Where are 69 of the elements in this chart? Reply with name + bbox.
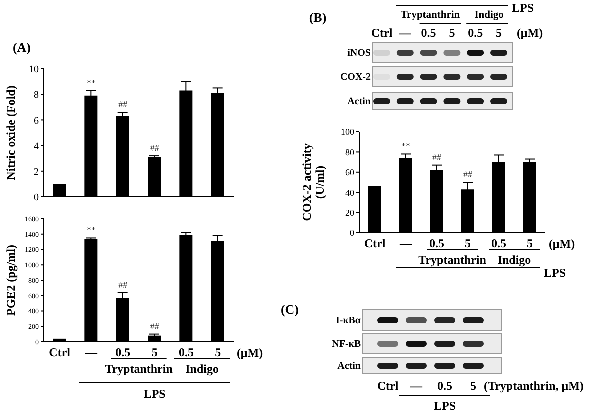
category-label: COX-2 [340,72,371,82]
x-tick-label: 0.5 [179,346,194,360]
x-tick-label: 5 [152,346,158,360]
y-tick-label: 60 [346,168,355,178]
chart-title: (A) [12,40,32,54]
category-label: I-κBα [336,315,361,326]
text: Tryptanthrin [400,10,460,20]
x-tick-label: 0.5 [492,236,506,251]
y-tick-label: 4 [34,141,39,152]
category-label: — [398,26,412,40]
text: (C) [280,302,300,316]
y-tick-label: 8 [34,90,39,102]
text: Tryptanthrin [105,362,174,376]
y-tick-label: 6 [34,116,39,127]
text: Indigo [186,362,220,376]
category-label: 5 [470,379,476,393]
text: (Tryptanthrin, μM) [484,379,584,393]
category-label: NF-κB [332,338,361,350]
text: Tryptanthrin [418,253,487,267]
annotation: ## [432,152,442,162]
text: LPS [544,266,566,280]
text: LPS [512,1,534,15]
text: LPS [434,399,456,413]
category-label: Ctrl [377,379,400,393]
category-label: Actin [348,96,371,107]
category-label: iNOS [348,48,371,58]
text: (B) [309,10,327,24]
y-tick-label: 80 [346,147,355,158]
x-tick-label: 5 [465,236,471,251]
y-axis-title: COX-2 activity (U/ml) [300,144,327,222]
y-axis-title: PGE2 (pg/ml) [4,245,18,316]
category-label: 0.5 [421,26,436,40]
x-tick-label: 5 [527,236,533,251]
category-label: 0.5 [468,26,484,40]
y-tick-label: 10 [29,64,39,76]
x-tick-label: — [84,346,98,360]
category-label: 5 [449,26,456,40]
y-tick-label: 2 [34,166,39,178]
x-tick-label: 0.5 [116,346,131,360]
category-label: — [410,379,424,393]
text: (μM) [516,26,544,40]
category-label: 5 [496,26,502,40]
x-tick-label: Ctrl [364,236,386,251]
annotation: ** [402,141,411,152]
category-label: Ctrl [371,26,394,40]
y-tick-label: 0 [350,228,355,238]
category-label: Actin [338,360,361,372]
annotation: ## [464,170,473,180]
annotation: ## [150,321,160,332]
category-label: 0.5 [438,379,452,393]
x-tick-label: 0.5 [430,236,444,251]
annotation: ** [87,78,96,88]
y-tick-label: 0 [34,192,39,204]
x-axis-title: (μM) [236,346,264,360]
annotation: ** [87,225,96,236]
y-tick-label: 20 [346,208,355,218]
x-tick-label: — [399,236,413,251]
text: LPS [144,387,166,401]
y-axis-title: Nitric oxide (Fold) [4,86,18,180]
y-tick-label: 40 [346,188,355,198]
x-tick-label: Ctrl [49,346,72,360]
annotation: ## [118,280,128,290]
annotation: ## [150,143,160,154]
annotation: ## [118,100,128,110]
x-tick-label: 5 [215,346,222,360]
text: Indigo [474,10,504,20]
x-axis-title: (μM) [548,237,576,251]
text: Indigo [498,253,532,267]
y-tick-label: 100 [341,127,355,138]
